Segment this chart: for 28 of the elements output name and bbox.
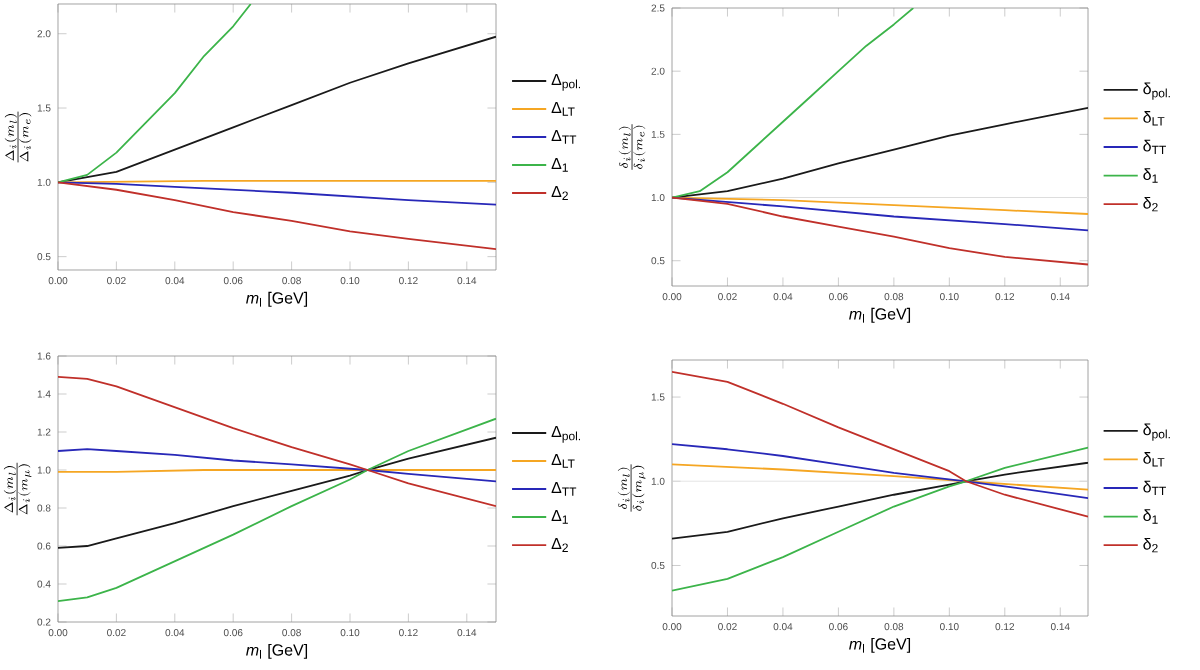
legend-label: Δ$_{pol.}$ xyxy=(551,73,581,91)
legend-label: δ$_{TT}$ xyxy=(1143,139,1166,155)
legend-label: δ$_{pol.}$ xyxy=(1143,423,1170,441)
legend-label: Δ$_{2}$ xyxy=(551,186,568,200)
legend-label: δ$_{2}$ xyxy=(1143,537,1158,553)
legend-label: δ$_{TT}$ xyxy=(1143,480,1166,496)
legend-label: δ$_{LT}$ xyxy=(1143,452,1165,467)
legend-label: Δ$_{1}$ xyxy=(551,510,568,524)
legend-label: Δ$_{1}$ xyxy=(551,158,568,172)
x-axis-title: m$_{l}$ [GeV] xyxy=(849,307,911,323)
legend-label: Δ$_{LT}$ xyxy=(551,454,575,468)
x-axis-title: m$_{l}$ [GeV] xyxy=(246,643,308,659)
legend-label: Δ$_{pol.}$ xyxy=(551,425,581,443)
y-axis-title: $\frac{\Delta_i(m_l)}{\Delta_i(m_\mu)}$ xyxy=(3,462,32,516)
legend-label: δ$_{pol.}$ xyxy=(1143,82,1170,100)
legend-label: Δ$_{2}$ xyxy=(551,538,568,552)
legend-label: δ$_{1}$ xyxy=(1143,509,1158,524)
legend-label: δ$_{1}$ xyxy=(1143,168,1158,183)
legend-label: Δ$_{TT}$ xyxy=(551,482,577,496)
y-axis-title: $\frac{\delta_i(m_l)}{\delta_i(m_e)}$ xyxy=(618,124,646,170)
legend-label: δ$_{2}$ xyxy=(1143,196,1158,212)
x-axis-title: m$_{l}$ [GeV] xyxy=(246,291,308,307)
legend-label: δ$_{LT}$ xyxy=(1143,111,1165,126)
y-axis-title: $\frac{\Delta_i(m_l)}{\Delta_i(m_e)}$ xyxy=(4,111,32,163)
y-axis-title: $\frac{\delta_i(m_l)}{\delta_i(m_\mu)}$ xyxy=(617,464,646,512)
legend-label: Δ$_{LT}$ xyxy=(551,101,575,116)
legend-label: Δ$_{TT}$ xyxy=(551,130,577,144)
x-axis-title: m$_{l}$ [GeV] xyxy=(849,637,911,653)
